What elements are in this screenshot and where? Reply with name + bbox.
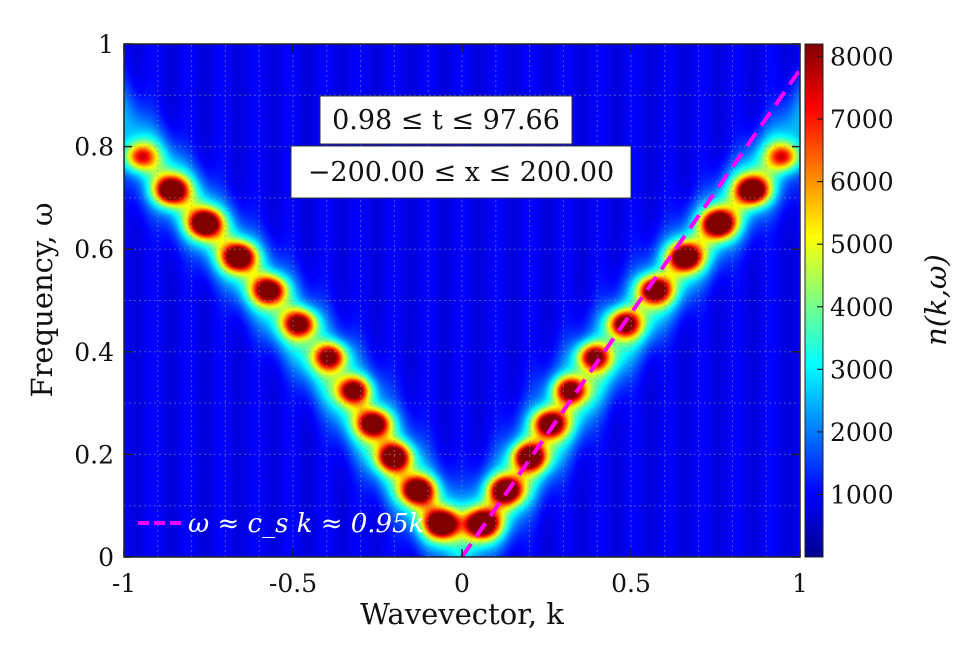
annotation-time-text: 0.98 ≤ t ≤ 97.66 — [332, 105, 560, 136]
colorbar-gradient — [804, 43, 824, 558]
annotation-space: −200.00 ≤ x ≤ 200.00 — [290, 145, 632, 199]
legend-label: ω ≈ c_s k ≈ 0.95k — [188, 509, 424, 539]
legend: ω ≈ c_s k ≈ 0.95k — [138, 509, 424, 539]
y-axis-label: Frequency, ω — [25, 202, 59, 397]
x-tick-label: 0 — [454, 569, 470, 598]
colorbar-tick-label: 1000 — [830, 480, 894, 509]
annotation-time-box — [319, 95, 573, 145]
x-tick-label: 0.5 — [611, 569, 651, 598]
colorbar-tick-label: 8000 — [830, 43, 894, 72]
x-axis: -1 -0.5 0 0.5 1 — [112, 44, 808, 598]
x-tick-label: 1 — [792, 569, 808, 598]
colorbar-tick-label: 4000 — [830, 293, 894, 322]
y-axis: 0 0.2 0.4 0.6 0.8 1 — [74, 30, 800, 572]
colorbar-label: n(k,ω) — [919, 254, 953, 346]
colorbar-tick-label: 7000 — [830, 105, 894, 134]
colorbar-tick-label: 5000 — [830, 230, 894, 259]
grid — [124, 44, 800, 557]
annotation-space-box — [290, 145, 632, 199]
x-tick-label: -1 — [112, 569, 136, 598]
y-tick-label: 0.2 — [74, 440, 114, 469]
colorbar-tick-label: 6000 — [830, 168, 894, 197]
y-tick-label: 0.6 — [74, 235, 114, 264]
y-tick-label: 0.4 — [74, 338, 114, 367]
y-tick-label: 0 — [98, 543, 114, 572]
y-tick-label: 0.8 — [74, 133, 114, 162]
x-axis-label: Wavevector, k — [360, 597, 564, 631]
x-axis-label-text: Wavevector, k — [360, 597, 564, 631]
y-tick-label: 1 — [98, 30, 114, 59]
colorbar: 1000 2000 3000 4000 5000 6000 7000 8000 n(k,ω) — [804, 43, 953, 558]
x-tick-label: -0.5 — [269, 569, 317, 598]
colorbar-tick-label: 2000 — [830, 418, 894, 447]
annotation-space-text: −200.00 ≤ x ≤ 200.00 — [308, 157, 614, 188]
annotation-time: 0.98 ≤ t ≤ 97.66 — [319, 95, 573, 145]
colorbar-tick-label: 3000 — [830, 355, 894, 384]
y-axis-label-text: Frequency, ω — [25, 202, 59, 397]
colorbar-ticks: 1000 2000 3000 4000 5000 6000 7000 8000 — [817, 43, 894, 509]
colorbar-label-text: n(k,ω) — [919, 254, 953, 346]
